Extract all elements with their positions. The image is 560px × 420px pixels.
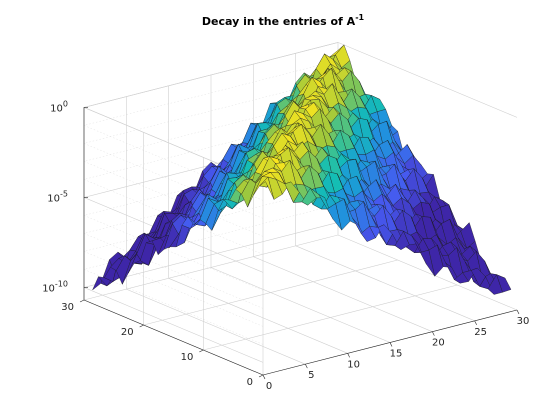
y-tick-mark — [258, 374, 264, 378]
z-tick-label: 10-10 — [42, 279, 68, 294]
floor-grid-x — [168, 278, 348, 354]
x-tick-mark — [516, 309, 520, 315]
floor-grid-x — [295, 245, 475, 322]
y-axis-line — [83, 299, 264, 376]
floor-grid-y — [203, 284, 458, 351]
z-tick-exponent: 0 — [63, 99, 68, 108]
x-tick-mark — [389, 342, 393, 347]
y-tick-label: 0 — [247, 377, 253, 388]
x-tick-label: 0 — [266, 381, 272, 392]
x-tick-label: 5 — [308, 370, 314, 381]
x-tick-mark — [305, 364, 308, 369]
floor-grid-x — [210, 267, 391, 343]
wall-grid-z — [83, 204, 339, 345]
y-tick-label: 10 — [181, 352, 194, 363]
top-frame — [83, 42, 518, 183]
x-tick-mark — [474, 320, 477, 325]
y-tick-mark — [199, 349, 204, 353]
z-tick-base: 10 — [42, 283, 55, 294]
x-tick-label: 30 — [517, 316, 530, 327]
z-tick-exponent: -5 — [60, 189, 68, 198]
wall-grid-z — [83, 60, 339, 201]
surface-patch — [496, 274, 512, 293]
z-tick-exponent: -10 — [55, 279, 68, 288]
wall-grid-z — [83, 96, 339, 237]
y-tick-label: 20 — [121, 327, 134, 338]
surface-mesh — [92, 44, 512, 295]
z-tick-label: 100 — [50, 99, 68, 114]
x-tick-label: 15 — [390, 349, 403, 360]
y-tick-mark — [139, 324, 144, 328]
chart-title: Decay in the entries of A-1 — [202, 13, 365, 28]
chart-title-superscript: -1 — [355, 13, 364, 22]
y-tick-label: 30 — [61, 302, 74, 313]
floor-grid-x — [337, 234, 518, 311]
floor-grid-y — [143, 259, 398, 326]
x-tick-label: 25 — [474, 327, 487, 338]
z-tick-label: 10-5 — [47, 189, 68, 204]
chart-title-main: Decay in the entries of A — [202, 15, 356, 28]
x-tick-label: 20 — [432, 338, 445, 349]
x-tick-mark — [262, 374, 266, 380]
wall-grid-z — [83, 78, 339, 219]
x-tick-label: 10 — [347, 359, 360, 370]
floor-grid-x — [253, 256, 433, 332]
x-tick-mark — [347, 353, 350, 358]
x-tick-mark — [432, 331, 435, 336]
z-tick-base: 10 — [47, 193, 60, 204]
z-tick-base: 10 — [50, 103, 63, 114]
floor-grid-x — [126, 288, 306, 365]
y-tick-mark — [79, 299, 85, 303]
wall-grid-z — [83, 186, 339, 327]
